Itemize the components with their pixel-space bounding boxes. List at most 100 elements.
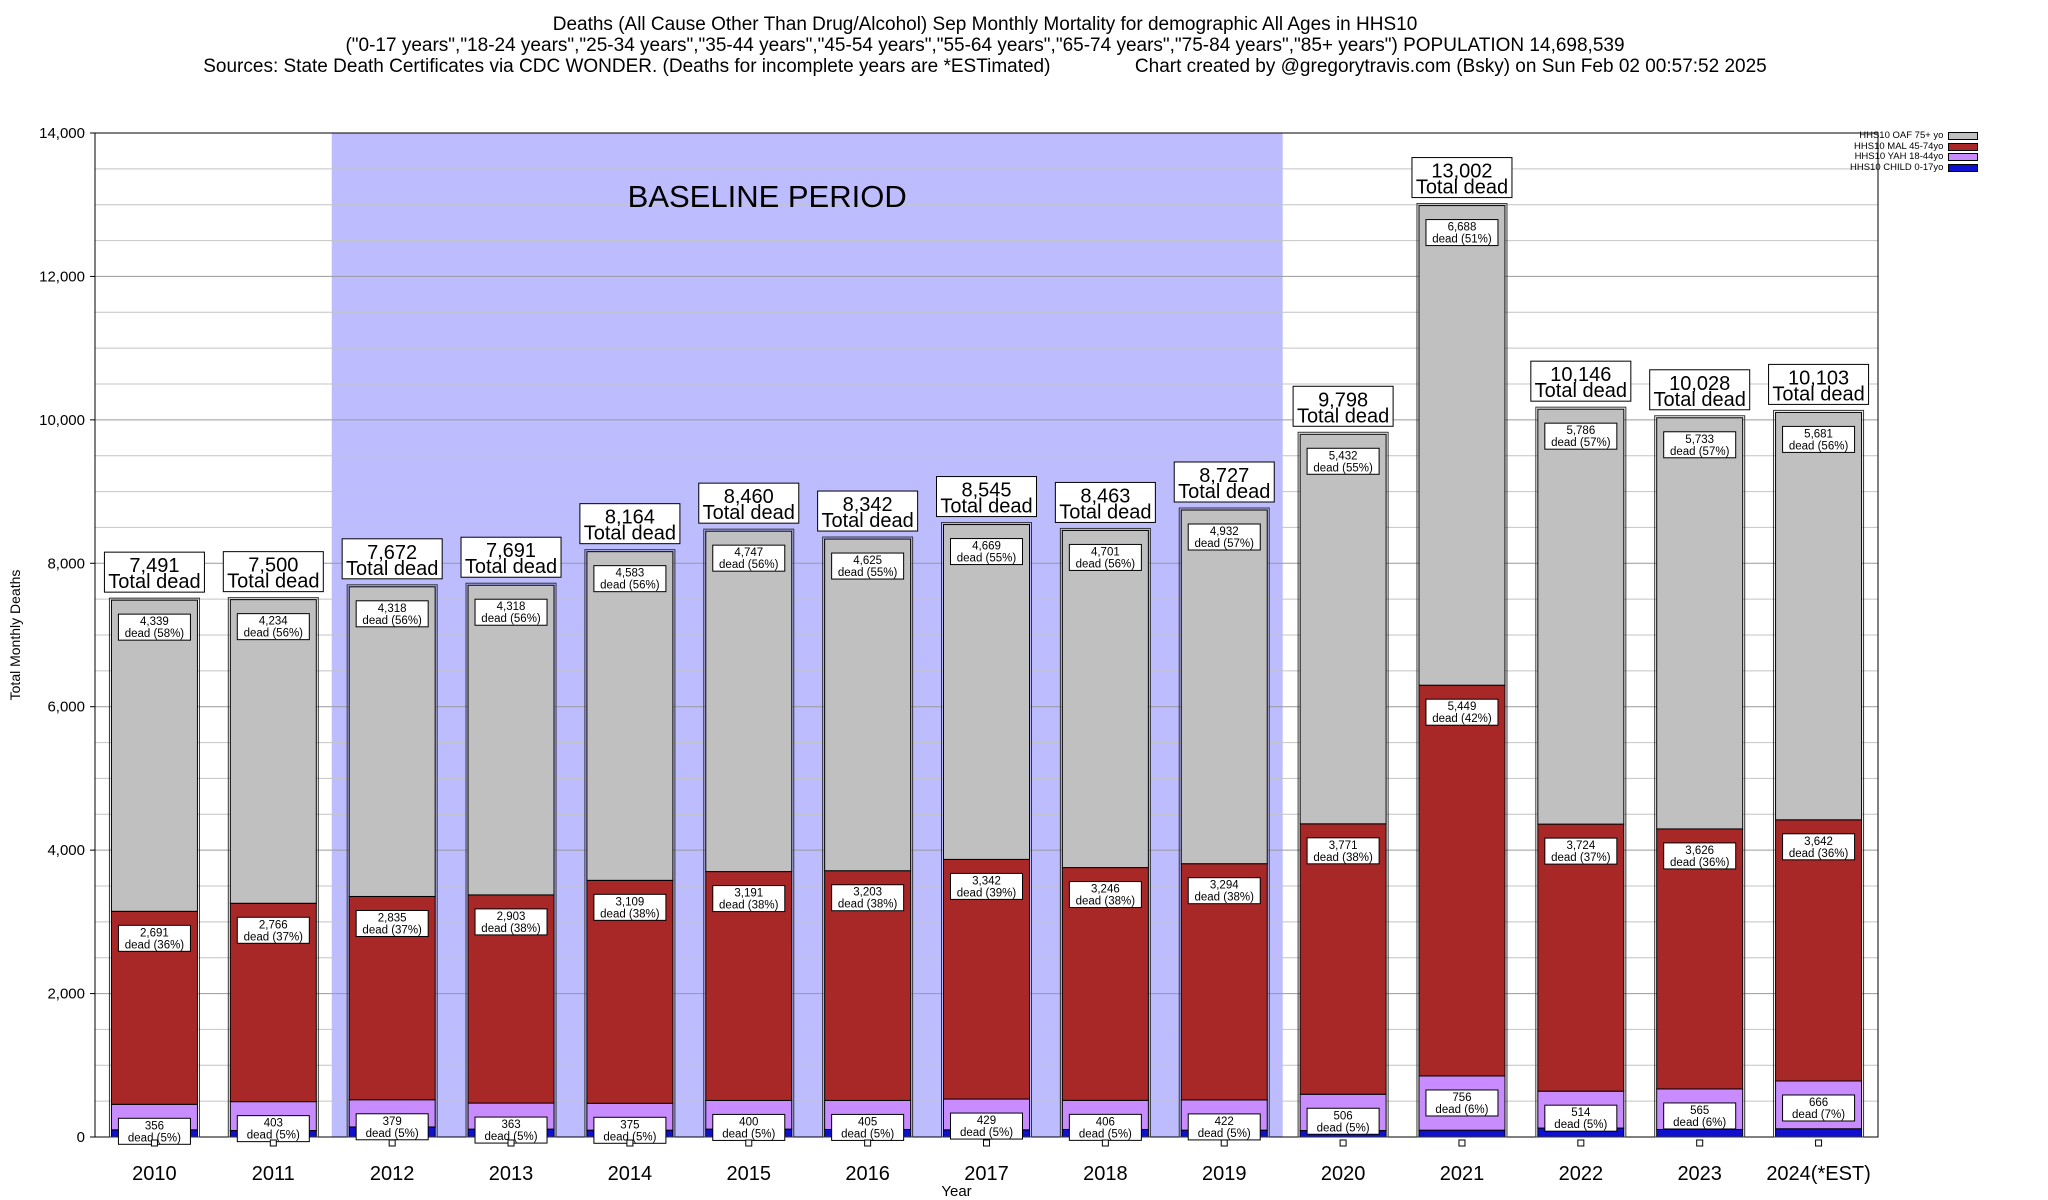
mal-label-box — [593, 893, 667, 921]
child-marker — [269, 1139, 277, 1147]
total-label-suffix: Total dead — [1535, 380, 1627, 402]
oaf-label-value: 5,733 — [1685, 434, 1714, 446]
oaf-label-pct: dead (57%) — [1670, 446, 1730, 458]
total-label-suffix: Total dead — [465, 556, 557, 578]
title-line-3: Sources: State Death Certificates via CD… — [203, 56, 1767, 77]
legend-swatch — [1948, 142, 1979, 151]
bar-segment-oaf — [229, 599, 317, 904]
yah-label-value: 422 — [1215, 1116, 1234, 1128]
oaf-label-pct: dead (57%) — [1194, 538, 1254, 550]
yah-label-value: 429 — [977, 1115, 996, 1127]
mal-label-box — [1425, 698, 1499, 726]
mal-label-value: 3,294 — [1210, 880, 1239, 892]
mal-label-pct: dead (38%) — [600, 908, 660, 920]
chart-legend: HHS10 OAF 75+ yo HHS10 MAL 45-74yo HHS10 Y… — [1850, 130, 1979, 173]
oaf-label-pct: dead (51%) — [1432, 234, 1492, 246]
bar-outline — [1773, 409, 1865, 1138]
bar-segment-child — [1656, 1128, 1744, 1138]
mal-label-value: 3,109 — [616, 896, 645, 908]
total-label-value: 13,002 — [1431, 161, 1492, 183]
total-label-box — [698, 482, 800, 524]
oaf-label-box — [355, 600, 429, 628]
bar-segment-mal — [1299, 823, 1387, 1095]
total-label-box — [936, 476, 1037, 518]
x-tick-label: 2014 — [608, 1163, 653, 1185]
child-marker — [745, 1139, 753, 1147]
total-label-suffix: Total dead — [1654, 389, 1746, 411]
x-tick-label: 2012 — [370, 1163, 415, 1185]
yah-label-value: 375 — [620, 1119, 639, 1131]
x-tick-label: 2011 — [252, 1163, 295, 1185]
yah-label-box — [1187, 1113, 1261, 1141]
bar-segment-mal — [1418, 684, 1506, 1077]
mal-label-box — [236, 916, 310, 944]
yah-label-pct: dead (7%) — [1792, 1109, 1845, 1121]
mal-label-box — [1187, 877, 1261, 905]
oaf-label-box — [1425, 219, 1499, 247]
total-label-value: 8,463 — [1080, 485, 1130, 507]
total-label-suffix: Total dead — [703, 502, 795, 524]
legend-entry: HHS10 YAH 18-44yo — [1850, 151, 1979, 163]
total-label-box — [341, 538, 443, 580]
title-line-2: ("0-17 years","18-24 years","25-34 years… — [345, 35, 1625, 56]
oaf-label-pct: dead (56%) — [481, 613, 541, 625]
yah-label-box — [593, 1116, 667, 1144]
total-label-value: 10,028 — [1669, 373, 1730, 395]
yah-label-value: 756 — [1452, 1092, 1471, 1104]
oaf-label-value: 4,318 — [378, 603, 407, 615]
mal-label-pct: dead (39%) — [957, 887, 1017, 899]
legend-label: HHS10 YAH 18-44yo — [1854, 151, 1944, 162]
mal-label-box — [1544, 837, 1618, 865]
yah-label-value: 405 — [858, 1116, 877, 1128]
y-tick-label: 12,000 — [39, 268, 85, 285]
oaf-label-pct: dead (56%) — [719, 559, 779, 571]
yah-label-pct: dead (6%) — [1435, 1104, 1488, 1116]
yah-label-pct: dead (5%) — [841, 1128, 894, 1140]
total-label-box — [1530, 360, 1632, 402]
yah-label-pct: dead (5%) — [722, 1128, 775, 1140]
y-tick-label: 8,000 — [47, 555, 85, 572]
total-label-box — [1649, 369, 1751, 411]
oaf-label-value: 4,583 — [616, 568, 645, 580]
legend-label: HHS10 OAF 75+ yo — [1859, 130, 1944, 141]
total-label-suffix: Total dead — [940, 496, 1032, 518]
mal-label-pct: dead (37%) — [1551, 852, 1611, 864]
bar-segment-oaf — [586, 551, 674, 881]
x-tick-label: 2013 — [489, 1163, 534, 1185]
yah-label-box — [1544, 1104, 1618, 1132]
mal-label-value: 2,835 — [378, 912, 407, 924]
mal-label-pct: dead (37%) — [244, 931, 304, 943]
yah-label-box — [1782, 1094, 1856, 1122]
mal-label-pct: dead (38%) — [1313, 852, 1373, 864]
total-label-box — [222, 551, 324, 593]
yah-label-pct: dead (5%) — [128, 1132, 181, 1144]
oaf-label-box — [1306, 447, 1380, 475]
child-marker — [1577, 1139, 1585, 1147]
yah-label-box — [950, 1112, 1023, 1140]
total-label-suffix: Total dead — [821, 510, 913, 532]
bar-segment-oaf — [348, 586, 436, 897]
baseline-period-label: BASELINE PERIOD — [628, 179, 907, 214]
yah-label-value: 356 — [145, 1120, 164, 1132]
child-marker — [1458, 1139, 1466, 1147]
bar-segment-mal — [1775, 819, 1863, 1082]
oaf-label-box — [1544, 422, 1618, 450]
mal-label-value: 3,246 — [1091, 884, 1120, 896]
bar-segment-mal — [1656, 828, 1744, 1090]
child-marker — [864, 1139, 872, 1147]
y-tick-label: 2,000 — [47, 986, 85, 1003]
bar-segment-oaf — [1537, 408, 1625, 825]
total-label-value: 10,146 — [1550, 364, 1611, 386]
mal-label-value: 2,903 — [497, 911, 526, 923]
child-marker — [150, 1139, 158, 1147]
title-line-1: Deaths (All Cause Other Than Drug/Alcoho… — [552, 14, 1418, 35]
bar-outline — [1535, 406, 1627, 1138]
total-label-suffix: Total dead — [1297, 405, 1389, 427]
bar-segment-oaf — [705, 530, 793, 873]
y-axis-label: Total Monthly Deaths — [7, 570, 23, 701]
yah-label-box — [1068, 1113, 1142, 1141]
yah-label-box — [712, 1113, 786, 1141]
oaf-label-value: 4,701 — [1091, 546, 1120, 558]
mal-label-pct: dead (38%) — [838, 899, 898, 911]
